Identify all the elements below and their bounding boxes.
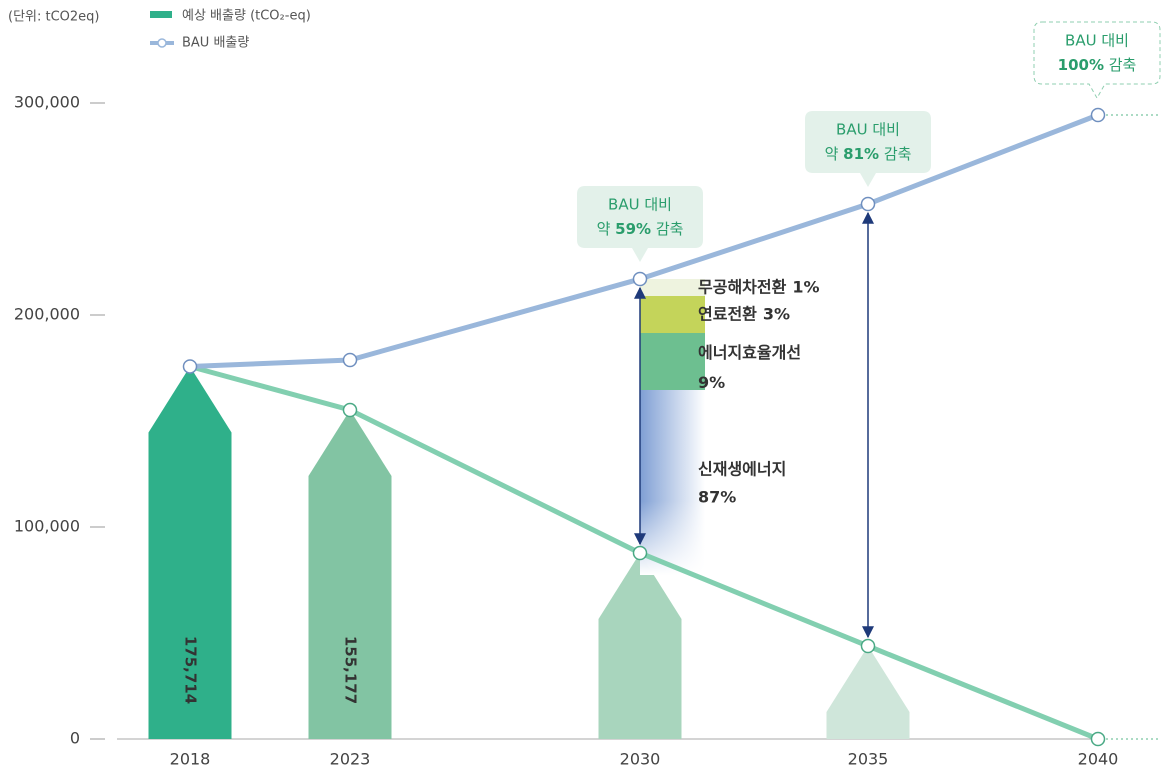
- breakdown-name: 연료전환: [698, 304, 757, 323]
- bar-value-label: 175,714: [182, 636, 200, 704]
- callout-suffix: 감축: [1104, 55, 1136, 73]
- callout-line: 약 81% 감축: [825, 145, 912, 163]
- callout-line: BAU 대비: [1065, 31, 1129, 49]
- x-tick-label: 2040: [1078, 750, 1119, 769]
- bau-point: [632, 271, 648, 287]
- y-tick-label: 100,000: [14, 517, 80, 536]
- legend-label: 예상 배출량 (tCO₂-eq): [182, 9, 311, 24]
- x-tick-label: 2018: [170, 750, 211, 769]
- y-tick-label: 200,000: [14, 305, 80, 324]
- callout-line: BAU 대비: [608, 196, 672, 214]
- breakdown-name: 에너지효율개선: [698, 343, 801, 362]
- bar: [148, 366, 232, 739]
- callout-value: 81%: [843, 145, 879, 163]
- breakdown-value: 87%: [698, 488, 736, 507]
- bar: [308, 410, 392, 739]
- callout-suffix: 감축: [879, 145, 911, 163]
- bar: [826, 645, 910, 739]
- bau-point: [342, 352, 358, 368]
- bau-point: [1090, 107, 1106, 123]
- legend-swatch: [150, 11, 172, 18]
- callout-value: 59%: [615, 220, 651, 238]
- bar-value-label: 155,177: [342, 636, 360, 704]
- breakdown-label: 연료전환 3%: [698, 304, 790, 323]
- callout-prefix: 약: [825, 145, 844, 163]
- callout-box: [805, 111, 931, 188]
- x-tick-label: 2035: [848, 750, 889, 769]
- breakdown-name: 신재생에너지: [698, 460, 786, 479]
- callout-box: [577, 186, 703, 263]
- x-tick-label: 2030: [620, 750, 661, 769]
- bau-point: [182, 359, 198, 374]
- unit-label: (단위: tCO2eq): [8, 10, 100, 25]
- band-fade: [640, 279, 705, 576]
- y-tick-label: 0: [70, 729, 80, 748]
- bau-point: [860, 196, 876, 212]
- bar: [598, 552, 682, 739]
- callout-suffix: 감축: [651, 220, 683, 238]
- callout-line: BAU 대비: [836, 121, 900, 139]
- prediction-point: [860, 638, 876, 654]
- breakdown-value: 1%: [792, 277, 819, 296]
- callout-prefix: 약: [597, 220, 616, 238]
- callout-value: 100%: [1058, 55, 1104, 73]
- legend-swatch: [157, 38, 167, 48]
- callout-box: [1033, 21, 1161, 100]
- y-tick-label: 300,000: [14, 93, 80, 112]
- breakdown-value: 3%: [763, 304, 790, 323]
- callout-line: 100% 감축: [1058, 55, 1137, 73]
- breakdown-name: 무공해차전환: [698, 277, 787, 296]
- callout-line: 약 59% 감축: [597, 220, 684, 238]
- prediction-point: [632, 545, 648, 561]
- breakdown-label: 무공해차전환 1%: [698, 277, 820, 296]
- legend-label: BAU 배출량: [182, 36, 249, 51]
- prediction-point: [1090, 731, 1106, 747]
- prediction-point: [342, 402, 358, 418]
- x-tick-label: 2023: [330, 750, 371, 769]
